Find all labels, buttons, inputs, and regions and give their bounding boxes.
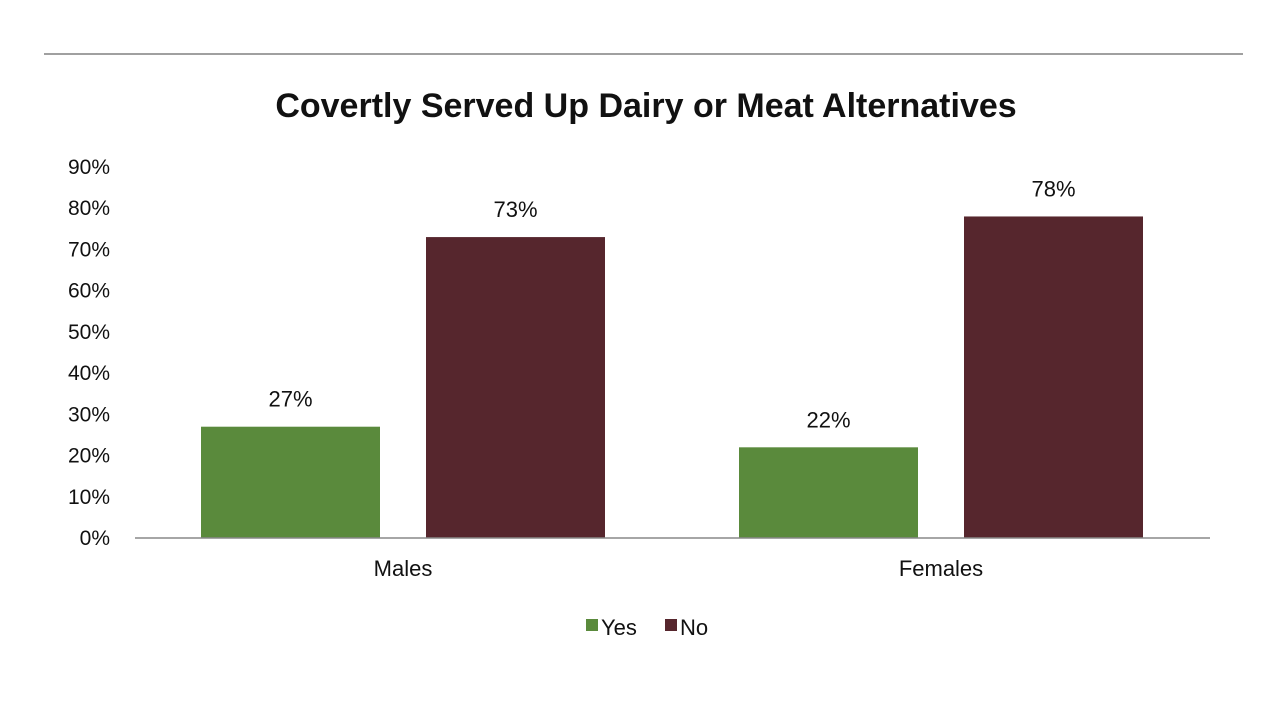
y-tick-label: 20% [68,445,110,468]
x-axis-labels: Males Females [374,556,984,581]
y-axis: 0% 10% 20% 30% 40% 50% 60% 70% 80% 90% [68,156,110,550]
y-tick-label: 40% [68,362,110,385]
y-tick-label: 80% [68,197,110,220]
bar-yes-females [739,447,918,538]
data-label: 73% [493,197,537,222]
legend-label-no: No [680,615,708,640]
y-tick-label: 30% [68,403,110,426]
y-tick-label: 10% [68,486,110,509]
y-tick-label: 70% [68,238,110,261]
bars-group [201,216,1143,539]
legend: Yes No [586,615,708,640]
data-label: 78% [1031,176,1075,201]
y-tick-label: 50% [68,321,110,344]
bar-yes-males [201,426,380,538]
category-label: Males [374,556,433,581]
legend-swatch-no [665,619,677,631]
data-label: 27% [268,387,312,412]
value-labels-group: 27% 73% 22% 78% [268,176,1075,432]
legend-label-yes: Yes [601,615,637,640]
bar-no-females [964,216,1143,538]
bar-no-males [426,237,605,539]
y-tick-label: 60% [68,280,110,303]
data-label: 22% [806,407,850,432]
category-label: Females [899,556,983,581]
y-tick-label: 0% [80,527,110,550]
y-tick-label: 90% [68,156,110,179]
chart-title: Covertly Served Up Dairy or Meat Alterna… [275,87,1016,125]
legend-swatch-yes [586,619,598,631]
